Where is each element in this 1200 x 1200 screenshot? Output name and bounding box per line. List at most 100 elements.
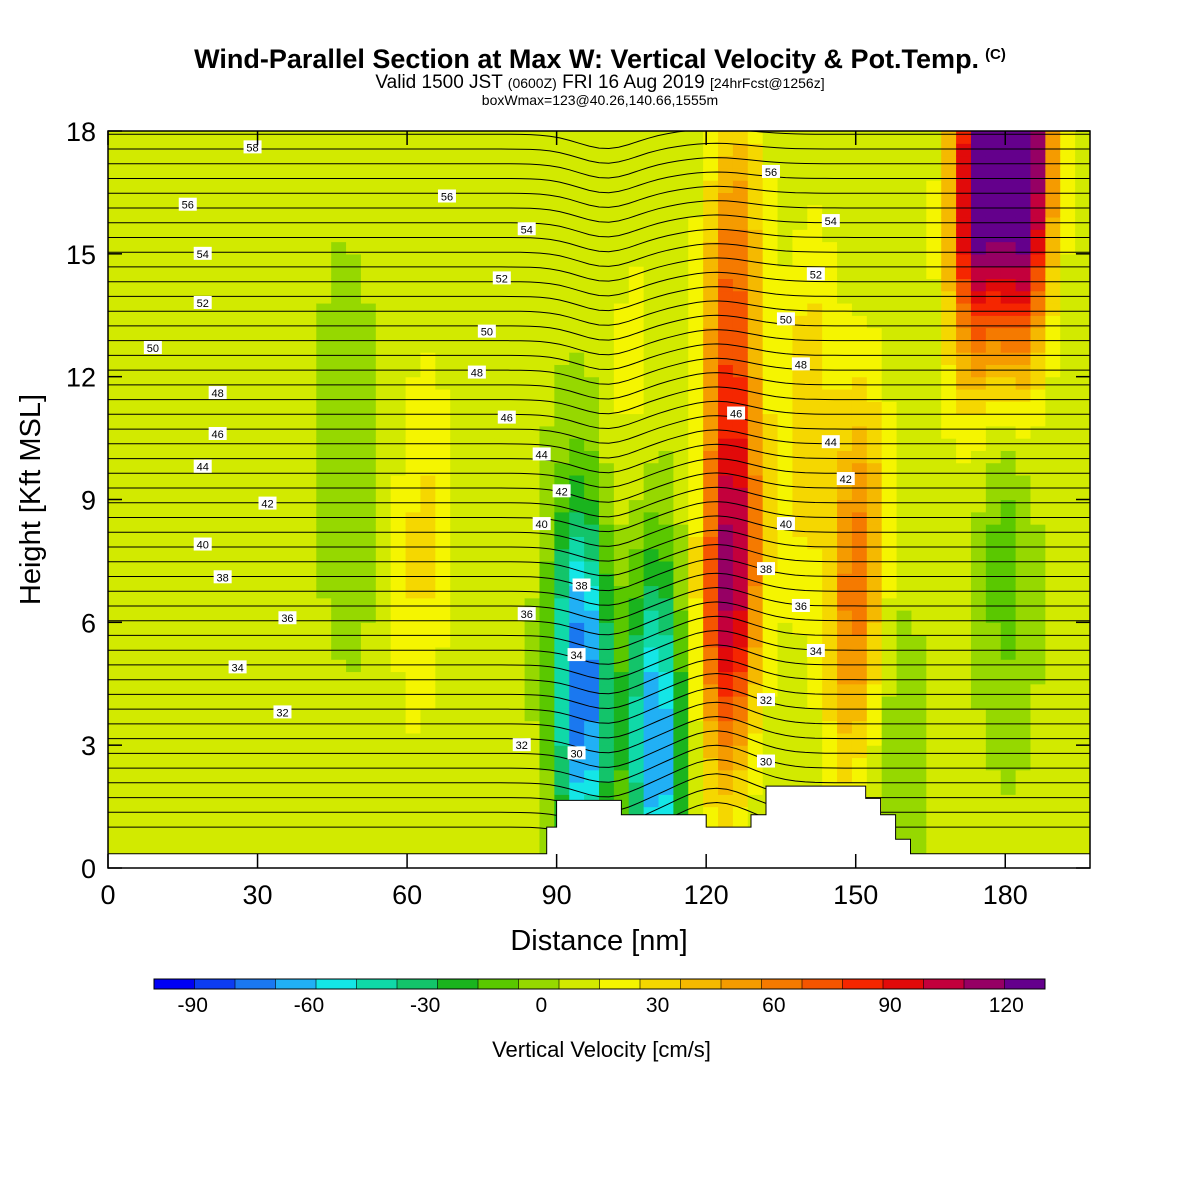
velocity-cell [613,499,630,513]
velocity-cell [494,769,511,783]
velocity-cell [762,266,779,279]
velocity-cell [435,499,451,513]
velocity-cell [866,597,883,611]
velocity-cell [137,843,154,857]
velocity-cell [643,388,660,402]
velocity-cell [1000,585,1017,599]
velocity-cell [985,524,1002,537]
velocity-cell [405,192,422,206]
velocity-cell [331,634,347,648]
velocity-cell [435,388,451,402]
theta-isoline [108,515,1090,547]
velocity-cell [122,671,139,685]
velocity-cell [286,266,303,279]
velocity-cell [465,192,481,206]
velocity-cell [807,757,823,771]
velocity-cell [212,511,228,525]
velocity-field [108,131,1090,868]
velocity-cell [360,806,377,820]
velocity-cell [911,229,927,243]
velocity-cell [465,573,481,587]
velocity-cell [703,253,719,267]
velocity-cell [569,204,585,218]
velocity-cell [1000,290,1017,304]
velocity-cell [152,745,169,759]
velocity-cell [613,450,630,464]
velocity-cell [837,143,853,157]
velocity-cell [837,708,853,722]
velocity-cell [465,376,481,390]
velocity-cell [256,290,273,304]
velocity-cell [494,204,511,218]
velocity-cell [688,290,704,304]
velocity-cell [837,450,853,464]
velocity-cell [628,597,645,611]
velocity-cell [926,425,942,439]
velocity-cell [985,732,1002,746]
velocity-cell [911,622,927,636]
colorbar-swatch [478,979,519,989]
velocity-cell [643,352,660,365]
velocity-cell [807,511,823,525]
velocity-cell [628,548,645,562]
velocity-cell [1030,610,1046,623]
velocity-cell [405,585,422,599]
velocity-cell [628,302,645,316]
velocity-cell [941,573,957,587]
velocity-cell [941,302,957,316]
velocity-cell [152,204,169,218]
velocity-cell [182,376,198,390]
velocity-cell [301,843,317,857]
velocity-cell [1075,806,1090,820]
velocity-cell [851,253,868,267]
velocity-cell [316,180,332,194]
velocity-cell [970,266,987,279]
velocity-cell [985,499,1002,513]
velocity-cell [1030,757,1046,771]
velocity-cell [718,511,734,525]
velocity-cell [1045,290,1061,304]
velocity-cell [346,290,362,304]
velocity-cell [360,241,377,255]
velocity-cell [182,843,198,857]
velocity-cell [435,339,451,353]
velocity-cell [465,155,481,169]
velocity-cell [762,732,779,746]
velocity-cell [390,806,407,820]
velocity-cell [256,536,273,550]
velocity-cell [554,266,570,279]
velocity-cell [494,782,511,795]
velocity-cell [108,511,124,525]
velocity-cell [985,352,1002,365]
velocity-cell [613,167,630,181]
velocity-cell [599,155,615,169]
x-tick-label: 180 [983,880,1028,910]
velocity-cell [1030,241,1046,255]
velocity-cell [286,769,303,783]
velocity-cell [375,474,392,488]
velocity-cell [926,683,942,697]
velocity-cell [970,253,987,267]
velocity-cell [628,659,645,673]
velocity-cell [197,585,213,599]
velocity-cell [1045,425,1061,439]
velocity-cell [271,413,288,427]
velocity-cell [732,388,749,402]
velocity-cell [137,290,154,304]
velocity-cell [896,462,913,476]
velocity-cell [405,560,422,574]
velocity-cell [584,487,600,501]
velocity-cell [747,659,764,673]
velocity-cell [316,585,332,599]
velocity-cell [137,671,154,685]
velocity-cell [941,524,957,537]
velocity-cell [1000,843,1017,857]
velocity-cell [152,683,169,697]
velocity-cell [108,487,124,501]
velocity-cell [122,352,139,365]
velocity-cell [271,511,288,525]
velocity-cell [182,401,198,415]
velocity-cell [970,425,987,439]
velocity-cell [1000,450,1017,464]
velocity-cell [524,462,541,476]
